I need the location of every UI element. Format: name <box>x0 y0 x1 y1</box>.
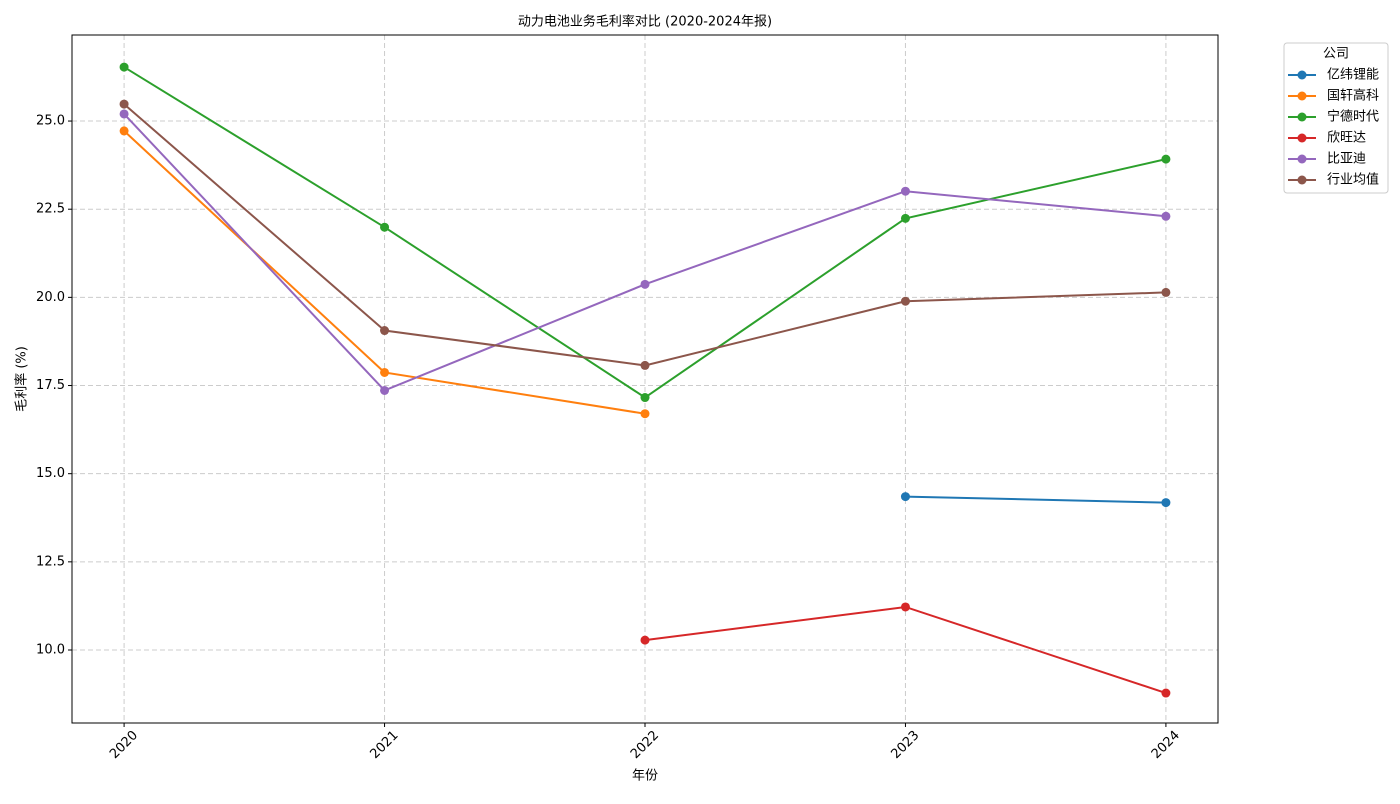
data-point <box>1161 498 1171 508</box>
legend-label: 行业均值 <box>1327 172 1379 188</box>
x-tick-label: 2023 <box>888 728 922 762</box>
data-point <box>380 367 390 377</box>
data-point <box>119 62 129 72</box>
data-point <box>1161 688 1171 698</box>
y-tick-label: 10.0 <box>36 643 65 658</box>
data-point <box>900 186 910 196</box>
plot-frame <box>71 34 1219 724</box>
legend-marker <box>1297 91 1307 101</box>
x-tick-label: 2024 <box>1149 728 1183 762</box>
data-point <box>119 126 129 136</box>
legend-label: 宁德时代 <box>1327 109 1379 125</box>
data-point <box>900 602 910 612</box>
data-point <box>119 109 129 119</box>
y-tick-label: 22.5 <box>36 202 65 217</box>
y-axis-label: 毛利率 (%) <box>14 346 30 412</box>
data-point <box>1161 154 1171 164</box>
legend-marker <box>1297 133 1307 143</box>
data-point <box>900 213 910 223</box>
y-tick-label: 15.0 <box>36 466 65 481</box>
x-tick-label: 2022 <box>628 728 662 762</box>
x-axis-label: 年份 <box>632 769 658 784</box>
data-point <box>640 393 650 403</box>
data-point <box>640 409 650 419</box>
data-point <box>119 99 129 109</box>
legend-marker <box>1297 70 1307 80</box>
data-point <box>640 635 650 645</box>
legend-label: 亿纬锂能 <box>1327 68 1379 83</box>
y-tick-label: 17.5 <box>36 378 65 393</box>
legend-label: 国轩高科 <box>1327 88 1379 104</box>
data-point <box>380 385 390 395</box>
legend-title: 公司 <box>1323 47 1349 62</box>
legend-label: 比亚迪 <box>1327 152 1366 167</box>
y-tick-label: 12.5 <box>36 554 65 569</box>
data-point <box>1161 287 1171 297</box>
data-point <box>900 296 910 306</box>
data-point <box>1161 211 1171 221</box>
y-tick-label: 20.0 <box>36 290 65 305</box>
y-tick-label: 25.0 <box>36 114 65 129</box>
x-tick-label: 2020 <box>107 728 141 762</box>
data-point <box>380 326 390 336</box>
data-point <box>380 222 390 232</box>
legend-marker <box>1297 175 1307 185</box>
legend-marker <box>1297 112 1307 122</box>
legend-marker <box>1297 154 1307 164</box>
x-tick-label: 2021 <box>368 728 402 762</box>
data-point <box>640 279 650 289</box>
data-point <box>900 492 910 502</box>
legend-box <box>1283 42 1389 194</box>
series-line <box>905 495 1166 504</box>
legend-label: 欣旺达 <box>1327 131 1366 146</box>
data-point <box>640 360 650 370</box>
chart-title: 动力电池业务毛利率对比 (2020-2024年报) <box>518 14 772 30</box>
